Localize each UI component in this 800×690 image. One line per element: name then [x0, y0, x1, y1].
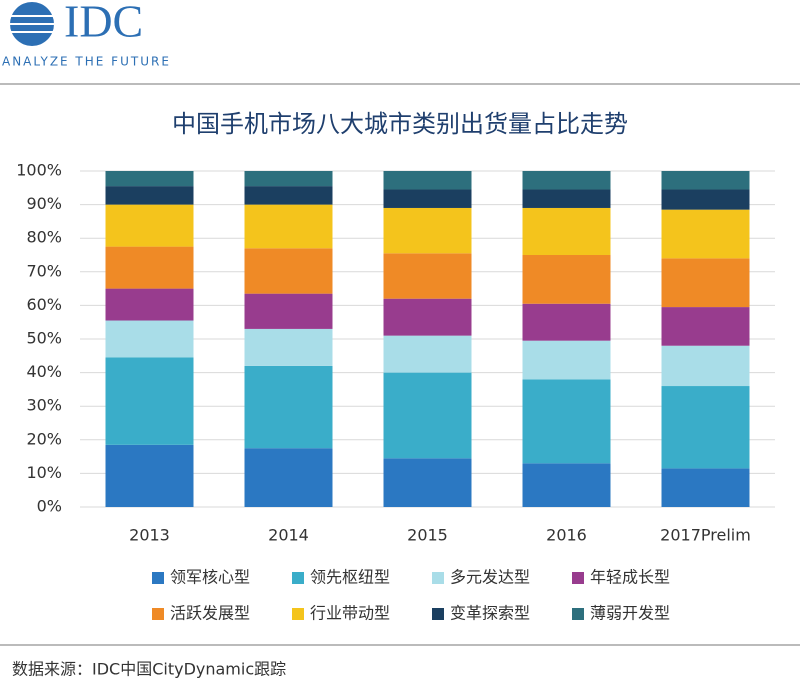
- bar-segment: [244, 293, 333, 329]
- y-tick-label: 80%: [26, 228, 62, 247]
- bar-segment: [244, 171, 333, 187]
- legend-label: 薄弱开发型: [590, 604, 670, 623]
- x-tick-label: 2013: [129, 526, 170, 545]
- bar-segment: [661, 468, 750, 507]
- bar-segment: [105, 171, 194, 187]
- bar-segment: [244, 186, 333, 205]
- y-tick-label: 0%: [37, 497, 62, 516]
- bar-segment: [522, 303, 611, 341]
- bar-segment: [661, 189, 750, 210]
- legend-swatch: [572, 572, 584, 584]
- bar-segment: [105, 186, 194, 205]
- bar-segment: [661, 209, 750, 259]
- legend-label: 领先枢纽型: [310, 568, 390, 587]
- bar-segment: [105, 357, 194, 445]
- bar-segment: [105, 288, 194, 321]
- y-tick-label: 40%: [26, 362, 62, 381]
- y-tick-label: 20%: [26, 429, 62, 448]
- bar-segment: [105, 320, 194, 358]
- bar-segment: [383, 253, 472, 299]
- legend-label: 变革探索型: [450, 604, 530, 623]
- bar-segment: [383, 372, 472, 459]
- legend-label: 活跃发展型: [170, 604, 250, 623]
- bar-segment: [383, 298, 472, 336]
- bar-segment: [522, 379, 611, 464]
- bar-segment: [522, 207, 611, 255]
- x-tick-label: 2017Prelim: [660, 526, 751, 545]
- bar-segment: [661, 386, 750, 469]
- y-tick-label: 90%: [26, 194, 62, 213]
- bar-segment: [661, 258, 750, 308]
- bar-segment: [383, 335, 472, 373]
- logo-globe-lines: [10, 15, 54, 33]
- legend-swatch: [432, 572, 444, 584]
- legend-label: 多元发达型: [450, 568, 530, 587]
- x-tick-label: 2014: [268, 526, 309, 545]
- bar-segment: [383, 171, 472, 190]
- logo-text: IDC: [64, 0, 143, 47]
- bar-segment: [105, 444, 194, 507]
- bar-segment: [522, 463, 611, 507]
- footer-source: 数据来源：IDC中国CityDynamic跟踪: [12, 660, 286, 679]
- y-tick-label: 30%: [26, 396, 62, 415]
- x-tick-label: 2015: [407, 526, 448, 545]
- y-tick-label: 10%: [26, 463, 62, 482]
- bar-segment: [244, 328, 333, 366]
- x-tick-label: 2016: [546, 526, 587, 545]
- bar-segment: [105, 246, 194, 289]
- legend-swatch: [572, 608, 584, 620]
- bar-segment: [244, 448, 333, 507]
- bar-segment: [383, 458, 472, 507]
- bar-segment: [105, 204, 194, 247]
- legend-swatch: [152, 608, 164, 620]
- legend-swatch: [292, 572, 304, 584]
- legend-label: 年轻成长型: [590, 568, 670, 587]
- legend-swatch: [292, 608, 304, 620]
- legend-label: 行业带动型: [310, 604, 390, 623]
- bar-segment: [522, 340, 611, 380]
- y-tick-label: 50%: [26, 329, 62, 348]
- bar-segment: [661, 171, 750, 190]
- y-tick-label: 70%: [26, 261, 62, 280]
- chart-title: 中国手机市场八大城市类别出货量占比走势: [172, 110, 628, 138]
- bar-segment: [661, 345, 750, 387]
- legend-swatch: [432, 608, 444, 620]
- bar-segment: [661, 307, 750, 346]
- y-tick-label: 100%: [16, 161, 62, 180]
- bar-segment: [244, 365, 333, 449]
- logo-tagline: ANALYZE THE FUTURE: [2, 55, 171, 69]
- bar-segment: [244, 248, 333, 294]
- bar-segment: [522, 255, 611, 304]
- legend-swatch: [152, 572, 164, 584]
- y-tick-label: 60%: [26, 295, 62, 314]
- bar-segment: [522, 171, 611, 190]
- bar-segment: [383, 189, 472, 208]
- bar-segment: [244, 204, 333, 249]
- bar-segment: [383, 207, 472, 254]
- bar-segment: [522, 189, 611, 208]
- legend-label: 领军核心型: [170, 568, 250, 587]
